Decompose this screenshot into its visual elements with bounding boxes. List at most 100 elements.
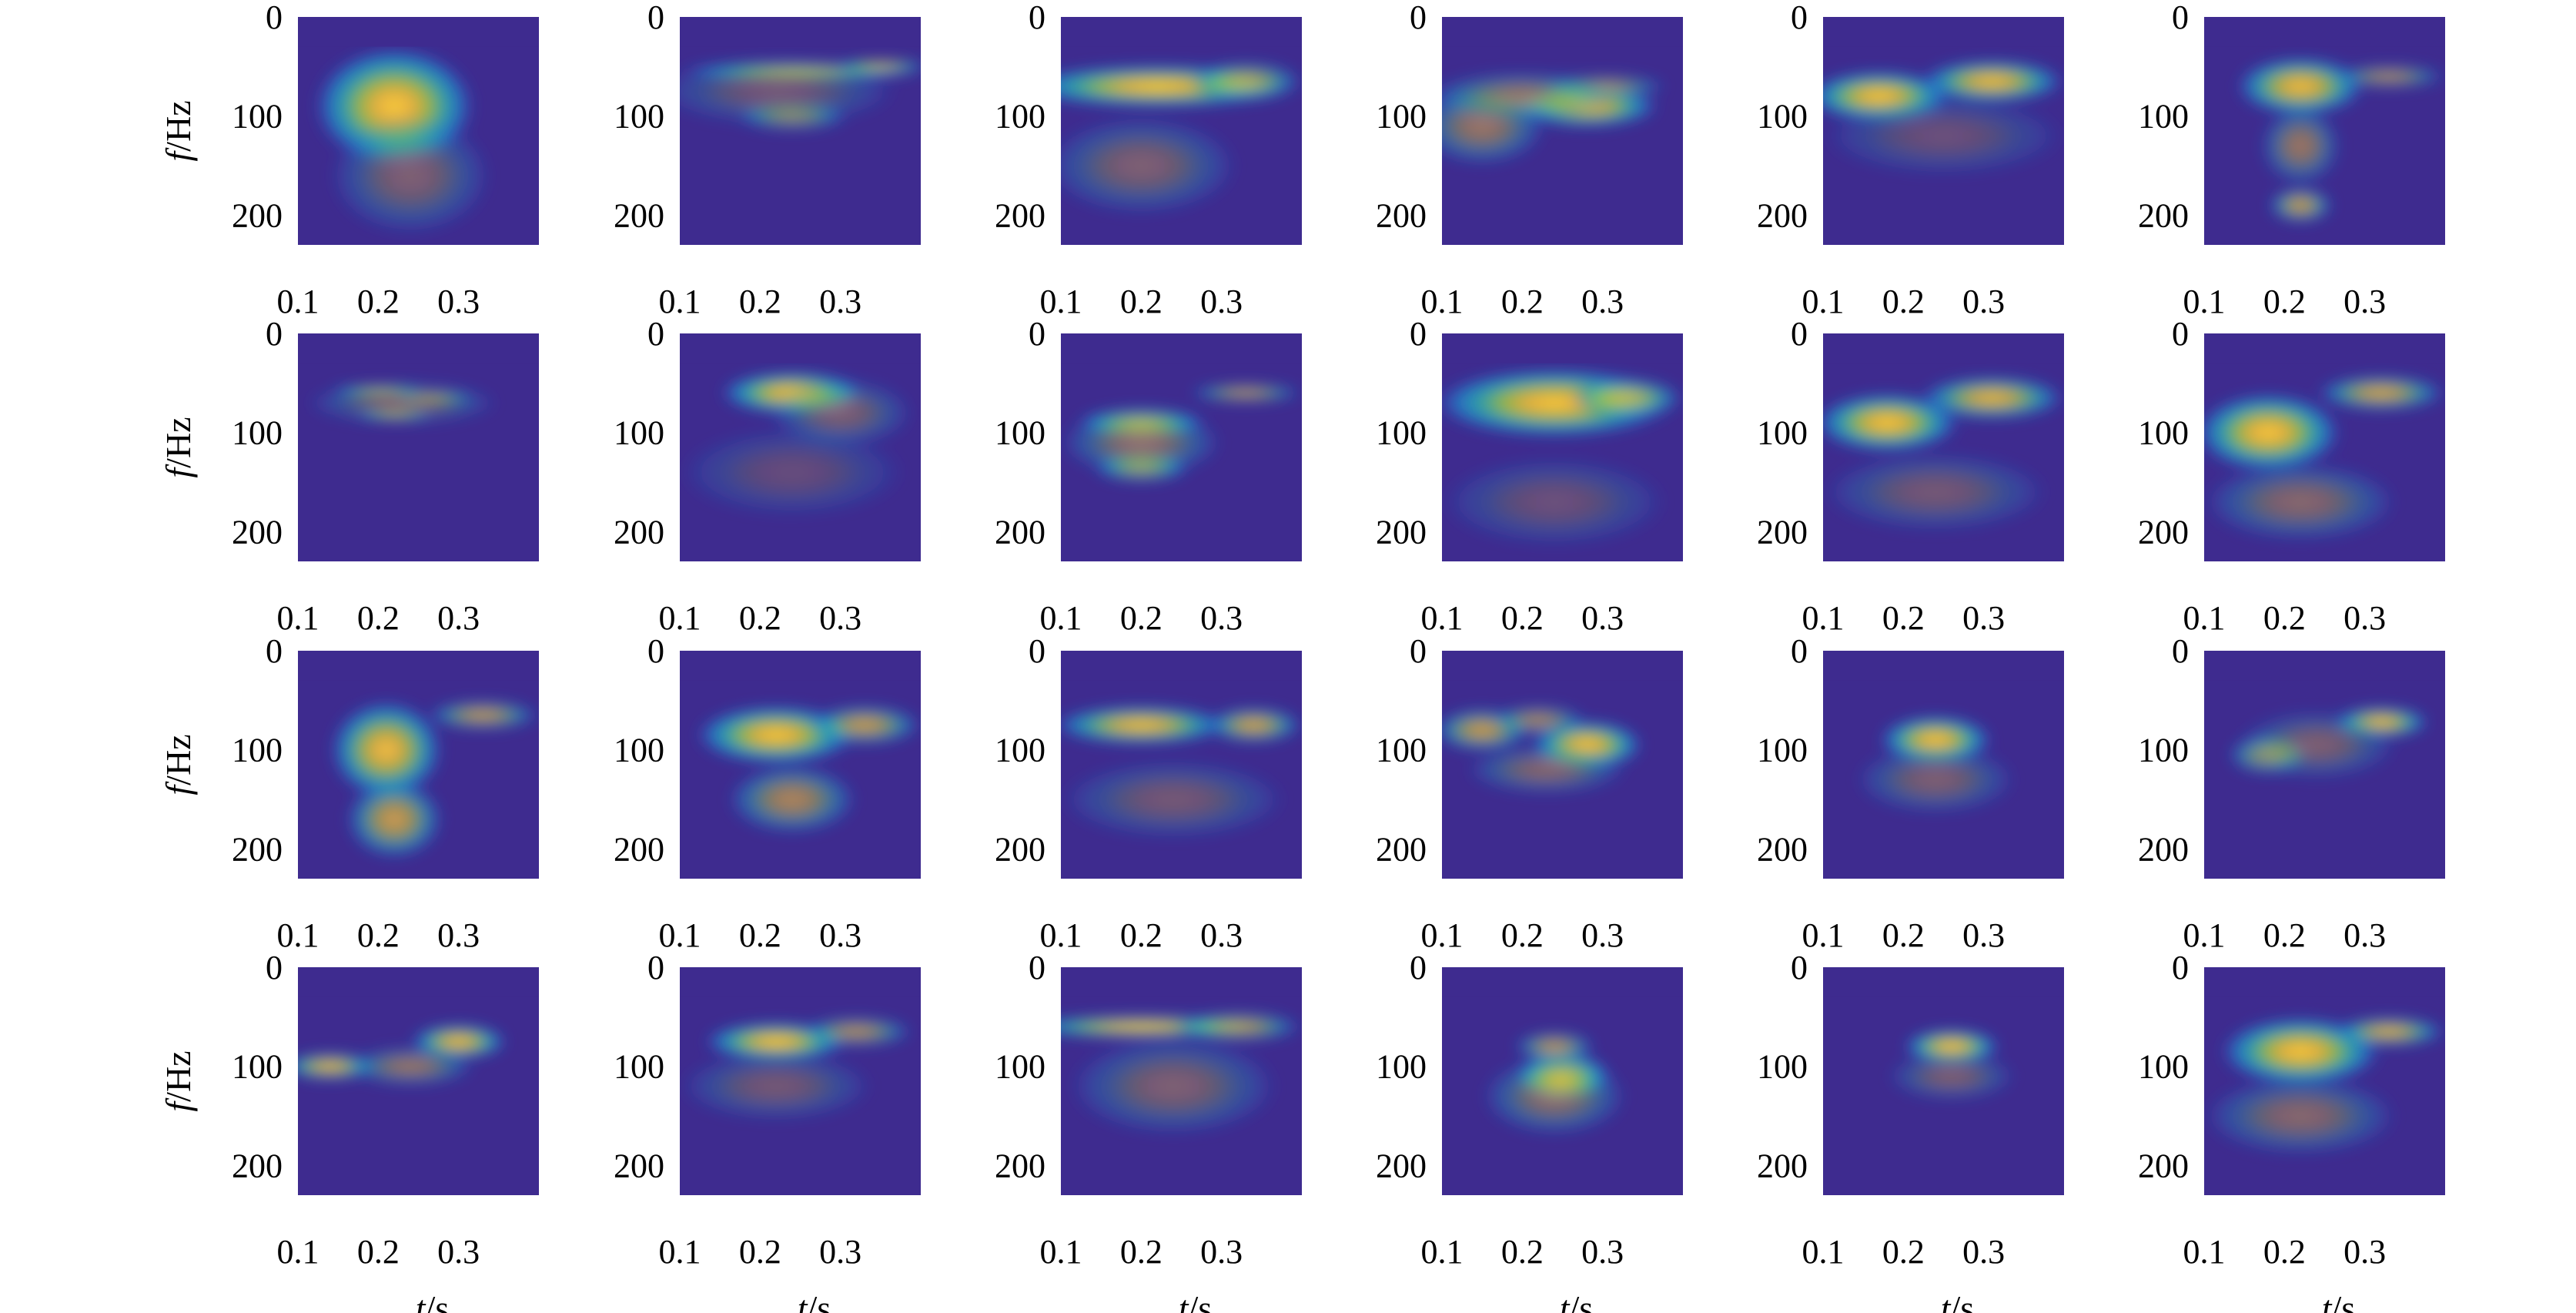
x-tick-label: 0.2 — [2263, 1233, 2306, 1271]
x-axis-label: t/s — [1941, 1288, 1974, 1313]
y-tick-label: 100 — [232, 732, 283, 769]
x-tick-label: 0.1 — [659, 1233, 701, 1271]
energy-blob — [2268, 187, 2333, 223]
y-tick-label: 0 — [647, 632, 664, 670]
low-frequency-band — [680, 17, 921, 47]
x-tick-label: 0.3 — [2343, 1233, 2386, 1271]
x-tick-label: 0.1 — [1802, 916, 1845, 954]
energy-blob — [680, 56, 897, 126]
y-tick-label: 0 — [266, 949, 283, 986]
energy-blob — [800, 1017, 913, 1047]
x-tick-label: 0.2 — [357, 1233, 400, 1271]
x-tick-label: 0.3 — [437, 283, 480, 320]
y-tick-label: 100 — [2138, 98, 2189, 136]
spectrogram-panel-r3-c5: 0.1 0.2 0.3 0 100 200 — [1757, 632, 2064, 954]
energy-blob — [1061, 407, 1222, 477]
x-tick-label: 0.1 — [1421, 599, 1464, 637]
x-tick-label: 0.3 — [819, 916, 861, 954]
y-tick-label: 200 — [995, 1147, 1045, 1184]
y-tick-label: 0 — [1029, 632, 1045, 670]
x-tick-label: 0.1 — [2183, 916, 2226, 954]
y-tick-label: 0 — [1791, 0, 1808, 36]
x-tick-label: 0.2 — [1501, 1233, 1544, 1271]
energy-blob — [1173, 1011, 1302, 1042]
energy-blob — [2204, 462, 2397, 542]
low-frequency-band — [1823, 333, 2064, 363]
spectrogram-panel-r3-c2: 0.1 0.2 0.3 0 100 200 — [614, 632, 921, 954]
x-tick-label: 0.3 — [1200, 1233, 1243, 1271]
x-tick-label: 0.1 — [1802, 599, 1845, 637]
x-tick-label: 0.2 — [1882, 599, 1925, 637]
x-tick-label: 0.3 — [1581, 599, 1624, 637]
energy-blob — [1855, 745, 2016, 815]
x-tick-label: 0.2 — [1120, 916, 1163, 954]
energy-blob — [1069, 1037, 1278, 1136]
y-tick-label: 0 — [2172, 315, 2189, 353]
spectrogram-panel-r4-c4: 0.1 0.2 0.3 0 100 200 t/s — [1376, 949, 1683, 1313]
low-frequency-band — [680, 967, 921, 997]
y-tick-label: 0 — [1029, 315, 1045, 353]
low-frequency-band — [298, 967, 539, 997]
y-tick-label: 100 — [232, 98, 283, 136]
x-tick-label: 0.1 — [1040, 283, 1082, 320]
y-tick-label: 100 — [614, 98, 664, 136]
x-tick-label: 0.1 — [2183, 599, 2226, 637]
energy-blob — [346, 1046, 475, 1087]
y-tick-label: 100 — [1376, 732, 1427, 769]
x-tick-label: 0.1 — [1802, 283, 1845, 320]
y-tick-label: 200 — [1376, 196, 1427, 234]
y-tick-label: 200 — [232, 513, 283, 551]
y-tick-label: 200 — [1757, 196, 1808, 234]
y-tick-label: 0 — [1029, 949, 1045, 986]
x-tick-label: 0.3 — [1200, 916, 1243, 954]
spectrogram-panel-r1-c1: 0.1 0.2 0.3 0 100 200 f/Hz — [159, 0, 539, 320]
y-tick-label: 200 — [1757, 1147, 1808, 1184]
spectrogram-panel-r1-c2: 0.1 0.2 0.3 0 100 200 — [614, 0, 921, 320]
low-frequency-band — [298, 17, 539, 47]
x-tick-label: 0.1 — [1421, 1233, 1464, 1271]
energy-blob — [330, 116, 491, 236]
energy-blob — [1189, 383, 1302, 404]
y-tick-label: 100 — [1376, 98, 1427, 136]
x-axis-label: t/s — [416, 1288, 449, 1313]
y-axis-label: f/Hz — [159, 100, 198, 161]
x-tick-label: 0.1 — [1040, 599, 1082, 637]
y-tick-label: 0 — [266, 0, 283, 36]
panel-background — [298, 333, 539, 561]
low-frequency-band — [1442, 651, 1683, 681]
low-frequency-band — [1442, 333, 1683, 363]
y-tick-label: 100 — [995, 1048, 1045, 1086]
y-tick-label: 200 — [232, 830, 283, 868]
energy-blob — [680, 427, 905, 517]
y-tick-label: 200 — [2138, 513, 2189, 551]
y-tick-label: 200 — [1376, 830, 1427, 868]
energy-blob — [1442, 71, 1619, 122]
spectrogram-panel-r3-c6: 0.1 0.2 0.3 0 100 200 — [2138, 632, 2445, 954]
energy-blob — [1061, 116, 1238, 216]
x-tick-label: 0.2 — [739, 916, 781, 954]
x-tick-label: 0.2 — [739, 283, 781, 320]
x-tick-label: 0.1 — [277, 599, 319, 637]
x-tick-label: 0.3 — [2343, 283, 2386, 320]
energy-blob — [1919, 376, 2064, 420]
low-frequency-band — [2204, 967, 2445, 997]
low-frequency-band — [680, 651, 921, 681]
y-tick-label: 200 — [232, 196, 283, 234]
x-tick-label: 0.3 — [437, 1233, 480, 1271]
energy-blob — [306, 380, 499, 425]
x-tick-label: 0.2 — [1120, 1233, 1163, 1271]
energy-blob — [2260, 106, 2341, 186]
x-tick-label: 0.2 — [1120, 599, 1163, 637]
y-tick-label: 100 — [232, 1048, 283, 1086]
y-tick-label: 100 — [1376, 414, 1427, 452]
x-tick-label: 0.1 — [2183, 1233, 2226, 1271]
x-tick-label: 0.3 — [1200, 599, 1243, 637]
low-frequency-band — [680, 333, 921, 363]
y-tick-label: 0 — [1410, 0, 1427, 36]
low-frequency-band — [1442, 17, 1683, 47]
y-tick-label: 0 — [1791, 315, 1808, 353]
low-frequency-band — [1061, 967, 1302, 997]
y-tick-label: 100 — [614, 414, 664, 452]
spectrogram-panel-r1-c4: 0.1 0.2 0.3 0 100 200 — [1376, 0, 1683, 320]
y-tick-label: 0 — [2172, 632, 2189, 670]
